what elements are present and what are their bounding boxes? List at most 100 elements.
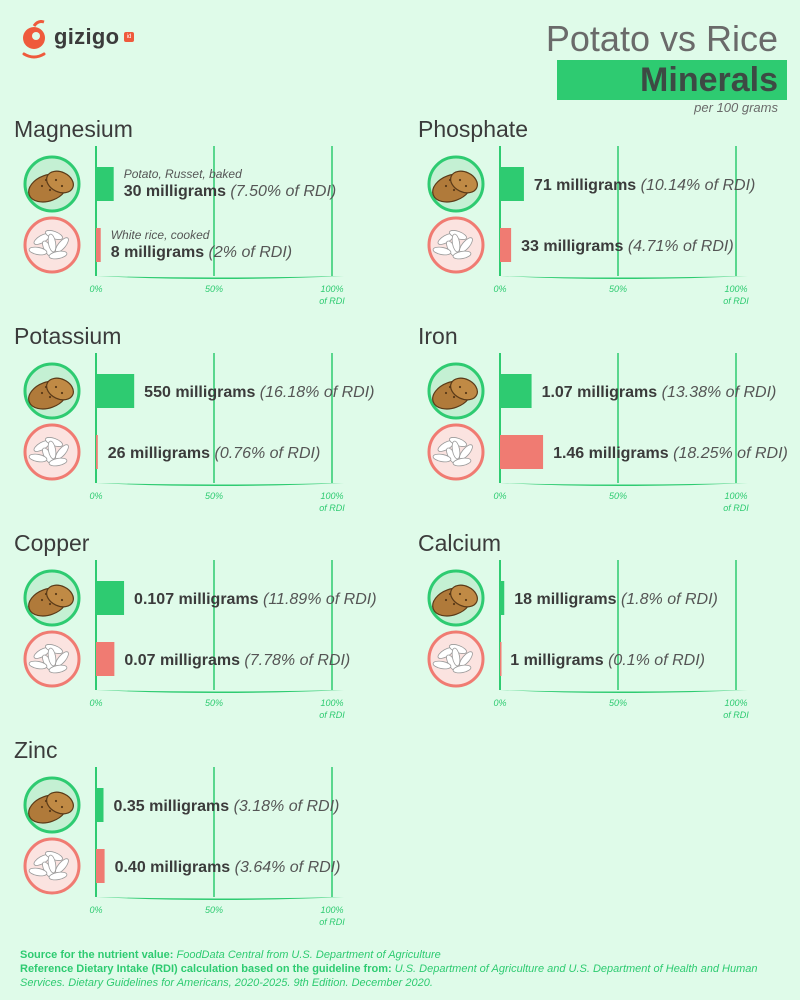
chart-svg: 0% 50% 100% of RDI 18 milligrams (1.8% of RD… — [427, 560, 749, 720]
tick-label: 0% — [493, 698, 506, 708]
subtitle-banner — [557, 60, 787, 100]
chart-title: Iron — [418, 323, 458, 349]
chart-panel-copper: Copper 0% 50% 100% of RDI 0.107 milligrams (… — [14, 530, 404, 730]
potato-icon-spot — [48, 395, 52, 399]
potato-icon-spot — [458, 178, 462, 182]
bar — [500, 228, 512, 262]
data-label: 33 milligrams (4.71% of RDI) — [521, 238, 734, 255]
legend-label: Potato, Russet, baked — [124, 167, 242, 181]
rice-icon-grain — [28, 660, 48, 670]
rice-icon-grain — [432, 453, 452, 463]
tick-label: 0% — [493, 284, 506, 294]
chart-panel-zinc: Zinc 0% 50% 100% of RDI 0.35 milligrams (3.1… — [14, 737, 404, 937]
tick-label: 0% — [89, 905, 102, 915]
potato-icon-spot — [60, 805, 64, 809]
data-value-label: 8 milligrams — [111, 244, 209, 261]
potato-icon-spot — [458, 385, 462, 389]
chart-title: Calcium — [418, 530, 502, 556]
footer-source-label: Source for the nutrient value: — [20, 949, 174, 961]
tick-label: 100% — [320, 284, 343, 294]
rice-icon-grain — [28, 453, 48, 463]
rice-icon-grain — [47, 854, 57, 874]
data-percent-label: (7.50% of RDI) — [230, 183, 336, 200]
data-percent-label: (16.18% of RDI) — [260, 384, 375, 401]
chart-title: Copper — [14, 530, 90, 556]
chart-svg: 0% 50% 100% of RDI 0.107 milligrams (11.89% … — [23, 560, 377, 720]
potato-icon-spot — [54, 799, 58, 803]
page-title: Potato vs Rice — [545, 18, 778, 59]
data-value-label: 1.46 milligrams — [553, 445, 673, 462]
axis-baseline — [500, 483, 748, 486]
data-label: 0.40 milligrams (3.64% of RDI) — [115, 859, 341, 876]
tick-label-suffix: of RDI — [723, 710, 749, 720]
potato-icon-shape — [450, 377, 478, 401]
footer-rdi-label: Reference Dietary Intake (RDI) calculati… — [20, 963, 392, 975]
bar — [96, 788, 104, 822]
data-value-label: 33 milligrams — [521, 238, 628, 255]
tick-label: 100% — [724, 698, 747, 708]
footer-rdi-text: U.S. Department of Agriculture and U.S. … — [20, 963, 758, 989]
data-value-label: 0.07 milligrams — [124, 652, 244, 669]
potato-icon-spot — [452, 188, 456, 192]
rice-icon-grain — [48, 871, 68, 881]
tick-label-suffix: of RDI — [723, 503, 749, 513]
tick-label: 50% — [609, 284, 627, 294]
potato-icon-spot — [40, 805, 44, 809]
data-value-label: 30 milligrams — [124, 183, 231, 200]
potato-icon-spot — [60, 391, 64, 395]
brand-name: gizigo — [54, 24, 120, 49]
potato-icon-spot — [44, 592, 48, 596]
potato-icon-spot — [464, 598, 468, 602]
potato-icon-shape — [46, 170, 74, 194]
tick-label: 0% — [89, 698, 102, 708]
tick-label: 50% — [205, 698, 223, 708]
data-value-label: 26 milligrams — [108, 445, 215, 462]
potato-icon-spot — [44, 385, 48, 389]
tick-label-suffix: of RDI — [319, 710, 345, 720]
rice-icon-grain — [451, 647, 461, 667]
potato-icon-spot — [48, 602, 52, 606]
bar — [96, 435, 98, 469]
potato-icon-spot — [452, 602, 456, 606]
potato-icon-spot — [40, 598, 44, 602]
data-label: 8 milligrams (2% of RDI) — [111, 244, 292, 261]
data-value-label: 71 milligrams — [534, 177, 641, 194]
potato-icon-spot — [48, 188, 52, 192]
tick-label-suffix: of RDI — [723, 296, 749, 306]
footer-notes: Source for the nutrient value: FoodData … — [20, 948, 780, 990]
data-label: 71 milligrams (10.14% of RDI) — [534, 177, 755, 194]
tick-label: 0% — [89, 284, 102, 294]
chart-title: Phosphate — [418, 116, 528, 142]
potato-icon-spot — [44, 799, 48, 803]
potato-icon-spot — [44, 178, 48, 182]
data-label: 26 milligrams (0.76% of RDI) — [108, 445, 321, 462]
data-label: 18 milligrams (1.8% of RDI) — [514, 591, 718, 608]
data-value-label: 1 milligrams — [510, 652, 608, 669]
data-value-label: 0.40 milligrams — [115, 859, 235, 876]
axis-baseline — [96, 483, 344, 486]
bar — [96, 849, 105, 883]
potato-icon-shape — [450, 170, 478, 194]
footer-rdi-line: Reference Dietary Intake (RDI) calculati… — [20, 962, 780, 990]
footer-source-line: Source for the nutrient value: FoodData … — [20, 948, 780, 962]
data-percent-label: (3.64% of RDI) — [235, 859, 341, 876]
chart-svg: 0% 50% 100% of RDI Potato, Russet, baked 30 m… — [23, 146, 345, 306]
data-label: 0.107 milligrams (11.89% of RDI) — [134, 591, 377, 608]
data-percent-label: (3.18% of RDI) — [234, 798, 340, 815]
legend-label: White rice, cooked — [111, 228, 210, 242]
potato-icon-spot — [444, 598, 448, 602]
chart-title: Potassium — [14, 323, 122, 349]
tick-label: 0% — [493, 491, 506, 501]
data-value-label: 0.107 milligrams — [134, 591, 263, 608]
data-label: 1 milligrams (0.1% of RDI) — [510, 652, 705, 669]
data-percent-label: (0.76% of RDI) — [215, 445, 321, 462]
potato-icon-spot — [48, 809, 52, 813]
chart-svg: 0% 50% 100% of RDI 71 milligrams (10.14% of … — [427, 146, 755, 306]
data-label: 550 milligrams (16.18% of RDI) — [144, 384, 374, 401]
data-label: 0.35 milligrams (3.18% of RDI) — [114, 798, 340, 815]
rice-icon-grain — [48, 664, 68, 674]
rice-icon-grain — [28, 867, 48, 877]
tick-label: 100% — [724, 284, 747, 294]
potato-icon-spot — [448, 592, 452, 596]
unit-note: per 100 grams — [694, 100, 778, 115]
